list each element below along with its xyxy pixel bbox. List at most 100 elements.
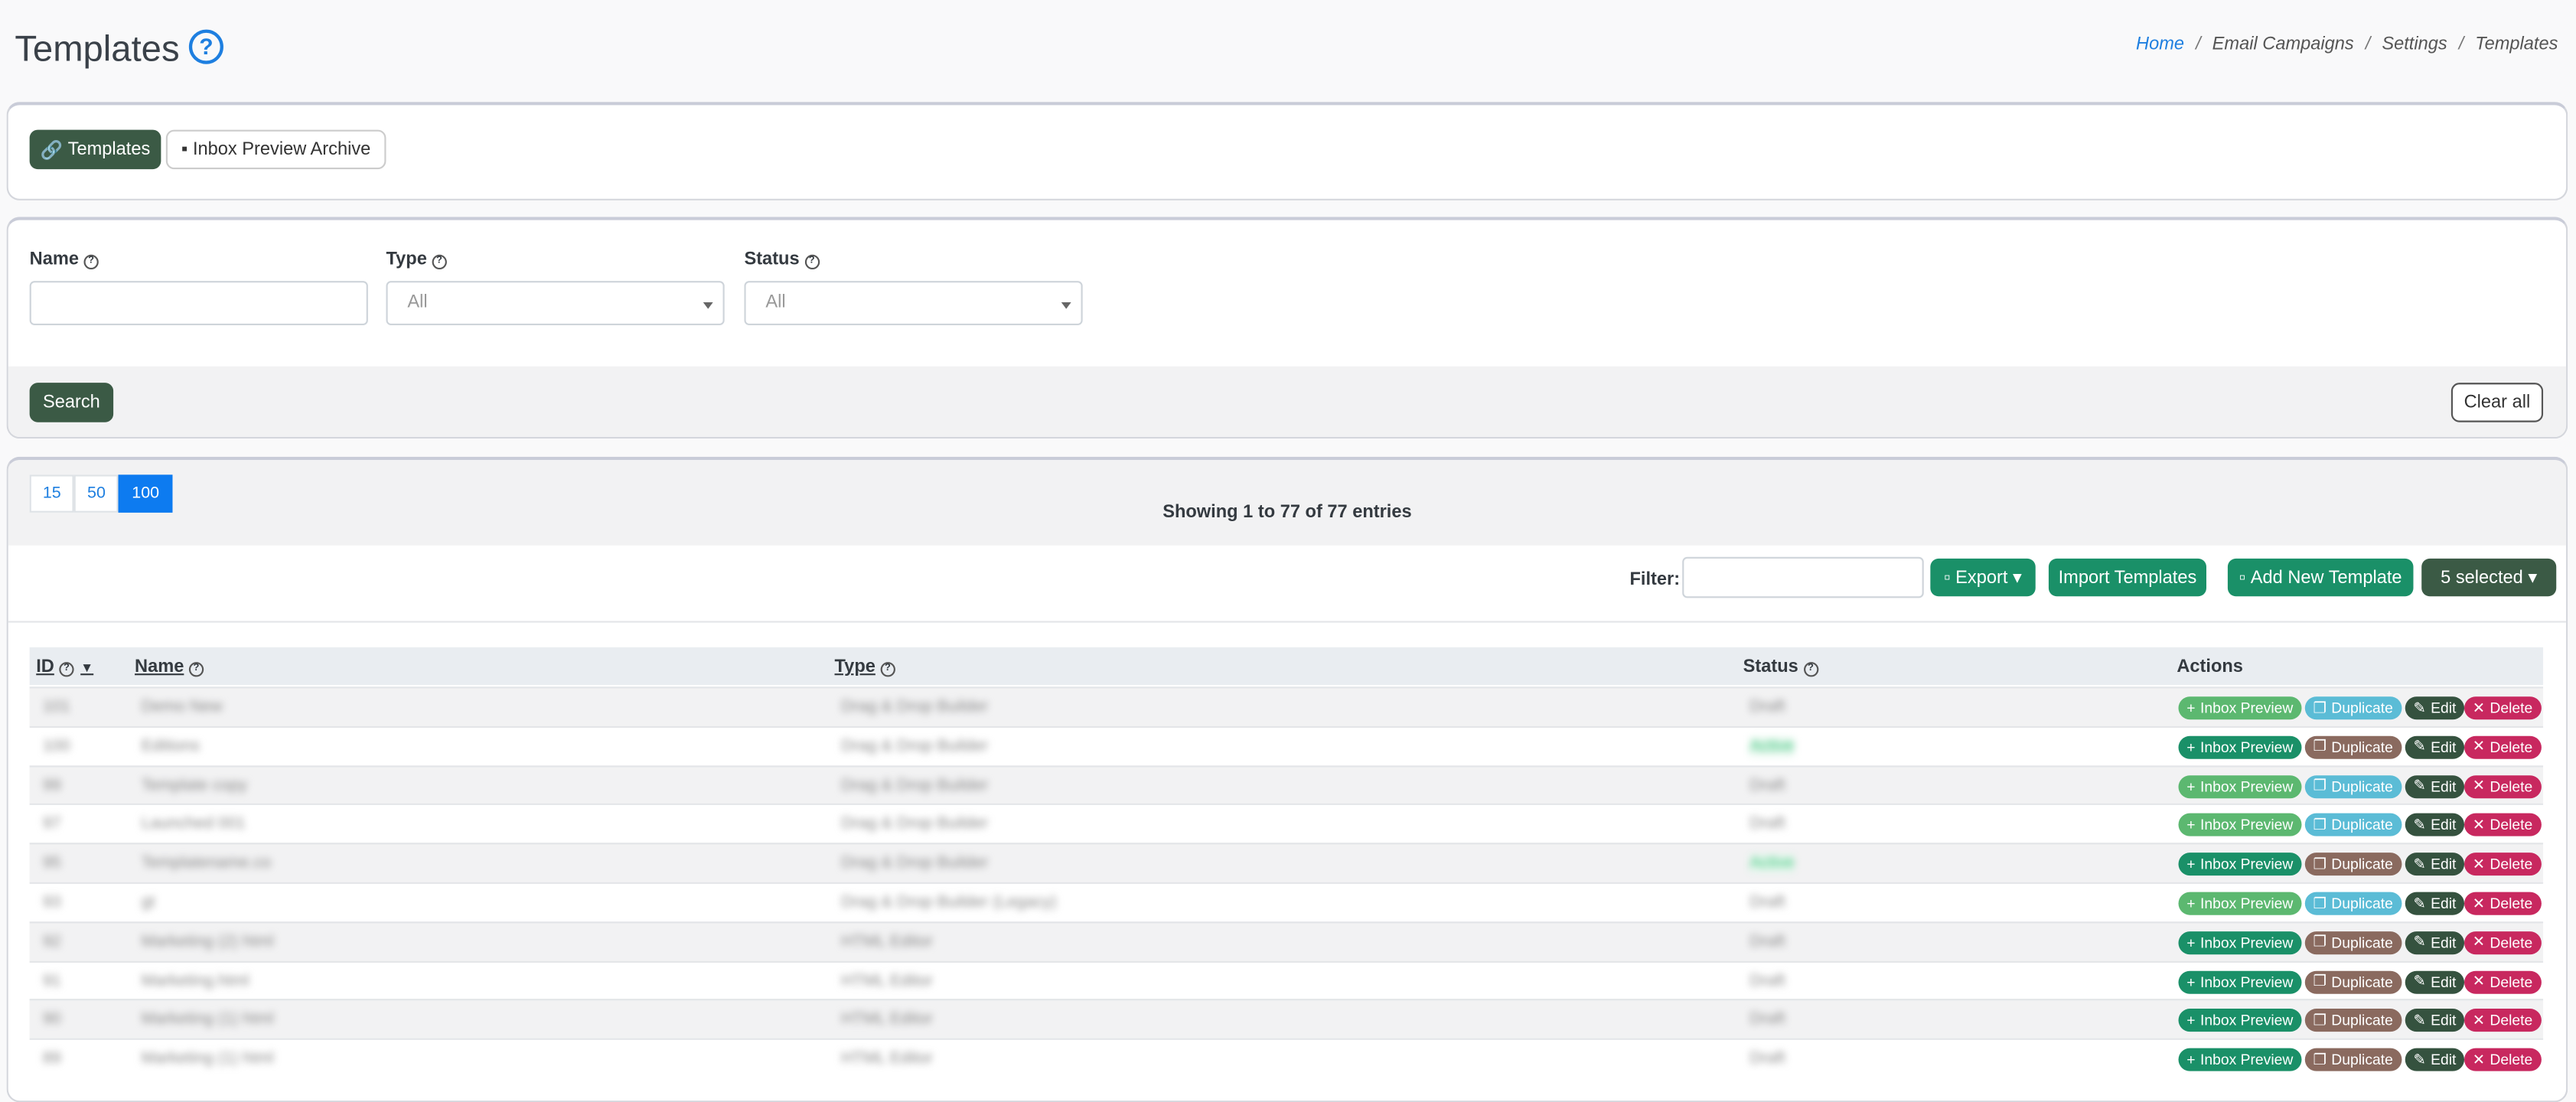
action-button[interactable]: + Inbox Preview	[2178, 696, 2302, 720]
page-size[interactable]: 100	[119, 474, 173, 513]
action-button[interactable]: ❐ Duplicate	[2304, 892, 2402, 915]
action-label: Edit	[2431, 699, 2457, 716]
cell: Draft	[1749, 776, 1785, 795]
action-icon: +	[2186, 817, 2196, 834]
placeholder: All	[407, 292, 428, 312]
action-button[interactable]: ❐ Duplicate	[2304, 931, 2402, 954]
action-icon: ✎	[2413, 816, 2426, 833]
action-button[interactable]: + Inbox Preview	[2178, 735, 2302, 759]
type-select[interactable]: All	[386, 281, 725, 326]
tab-templates[interactable]: 🔗 Templates	[29, 129, 161, 170]
action-button[interactable]: + Inbox Preview	[2178, 813, 2302, 837]
action-icon: ❐	[2313, 816, 2327, 833]
action-icon: ✕	[2472, 1051, 2485, 1068]
action-icon: +	[2186, 856, 2196, 873]
column-header[interactable]: Type?	[835, 657, 895, 677]
status-select[interactable]: All	[744, 281, 1083, 326]
action-button[interactable]: ✎ Edit	[2405, 853, 2465, 876]
action-button[interactable]: ✕ Delete	[2464, 1009, 2541, 1032]
action-button[interactable]: ❐ Duplicate	[2304, 774, 2402, 798]
action-button[interactable]: ✎ Edit	[2405, 813, 2465, 837]
import-button[interactable]: Import Templates	[2048, 558, 2206, 597]
cell: Drag & Drop Builder	[841, 698, 989, 716]
cell: HTML Editor	[841, 1050, 933, 1068]
column-title: Type	[834, 657, 876, 677]
cell: 91	[42, 971, 61, 990]
action-button[interactable]: ✎ Edit	[2405, 1048, 2465, 1072]
action-button[interactable]: ❐ Duplicate	[2304, 1048, 2402, 1072]
action-button[interactable]: ❐ Duplicate	[2304, 696, 2402, 720]
action-button[interactable]: ✎ Edit	[2405, 931, 2465, 954]
separator: /	[2458, 34, 2464, 54]
page-size[interactable]: 50	[73, 474, 119, 513]
action-button[interactable]: + Inbox Preview	[2178, 970, 2302, 993]
action-button[interactable]: ✕ Delete	[2464, 813, 2541, 837]
action-button[interactable]: ✕ Delete	[2464, 774, 2541, 798]
action-button[interactable]: ❐ Duplicate	[2304, 735, 2402, 759]
cell: Drag & Drop Builder	[841, 776, 989, 795]
action-label: Duplicate	[2331, 934, 2393, 951]
column-header[interactable]: ID? ▼	[36, 657, 93, 677]
add-button[interactable]: ▫ Add New Template	[2227, 558, 2414, 597]
action-label: Delete	[2490, 934, 2533, 951]
action-label: Edit	[2431, 1051, 2457, 1068]
table-row: 97 Launched 001 Drag & Drop Builder Draft + I…	[29, 804, 2544, 846]
page-size[interactable]: 15	[29, 474, 74, 513]
action-button[interactable]: ✎ Edit	[2405, 1009, 2465, 1032]
action-button[interactable]: ✎ Edit	[2405, 774, 2465, 798]
crumb[interactable]: Home	[2136, 34, 2185, 54]
action-icon: +	[2186, 738, 2196, 756]
action-button[interactable]: ❐ Duplicate	[2304, 853, 2402, 876]
export-button[interactable]: ▫ Export ▾	[1930, 558, 2036, 597]
action-button[interactable]: ✕ Delete	[2464, 931, 2541, 954]
cell: Draft	[1749, 1011, 1785, 1029]
action-icon: +	[2186, 778, 2196, 795]
name-input[interactable]	[29, 281, 368, 326]
action-button[interactable]: + Inbox Preview	[2178, 853, 2302, 876]
action-button[interactable]: + Inbox Preview	[2178, 774, 2302, 798]
search-button[interactable]: Search	[29, 383, 114, 422]
action-button[interactable]: ✕ Delete	[2464, 892, 2541, 915]
action-button[interactable]: ✕ Delete	[2464, 735, 2541, 759]
action-icon: ✕	[2472, 894, 2485, 911]
action-button[interactable]: ✕ Delete	[2464, 1048, 2541, 1072]
action-button[interactable]: ❐ Duplicate	[2304, 1009, 2402, 1032]
action-button[interactable]: ✎ Edit	[2405, 735, 2465, 759]
action-button[interactable]: + Inbox Preview	[2178, 892, 2302, 915]
cell: Marketing (2) html	[141, 932, 274, 951]
action-button[interactable]: ❐ Duplicate	[2304, 813, 2402, 837]
help-icon[interactable]: ?	[188, 29, 223, 64]
action-button[interactable]: ✕ Delete	[2464, 696, 2541, 720]
action-button[interactable]: ✕ Delete	[2464, 970, 2541, 993]
action-label: Delete	[2490, 738, 2533, 756]
filter-input[interactable]	[1682, 556, 1924, 598]
action-button[interactable]: ❐ Duplicate	[2304, 970, 2402, 993]
cell: Drag & Drop Builder	[841, 737, 989, 756]
cell: 95	[42, 854, 61, 873]
action-button[interactable]: + Inbox Preview	[2178, 1009, 2302, 1032]
field-label: Name?	[30, 249, 99, 270]
column-header[interactable]: Status?	[1743, 657, 1818, 677]
action-button[interactable]: ✎ Edit	[2405, 696, 2465, 720]
clear-button[interactable]: Clear all	[2450, 383, 2544, 422]
table-row: 99 Template copy Drag & Drop Builder Draft +…	[29, 765, 2544, 807]
action-button[interactable]: + Inbox Preview	[2178, 1048, 2302, 1072]
tab-label: Inbox Preview Archive	[192, 139, 371, 160]
placeholder: All	[765, 292, 786, 312]
cell: Marketing (1) html	[141, 1011, 274, 1029]
action-icon: +	[2186, 934, 2196, 951]
cell: Draft	[1749, 932, 1785, 951]
action-button[interactable]: + Inbox Preview	[2178, 931, 2302, 954]
cell: 93	[42, 893, 61, 912]
action-button[interactable]: ✎ Edit	[2405, 970, 2465, 993]
action-button[interactable]: ✎ Edit	[2405, 892, 2465, 915]
action-button[interactable]: ✕ Delete	[2464, 853, 2541, 876]
page-title: Templates	[15, 28, 180, 70]
crumb: Email Campaigns	[2212, 34, 2354, 54]
selected-button[interactable]: 5 selected ▾	[2421, 558, 2557, 597]
column-header[interactable]: Name?	[135, 657, 204, 677]
action-icon: ❐	[2313, 699, 2327, 716]
cell: 92	[42, 932, 61, 951]
tab-archive[interactable]: ▪ Inbox Preview Archive	[165, 129, 386, 170]
cell: Draft	[1749, 815, 1785, 834]
